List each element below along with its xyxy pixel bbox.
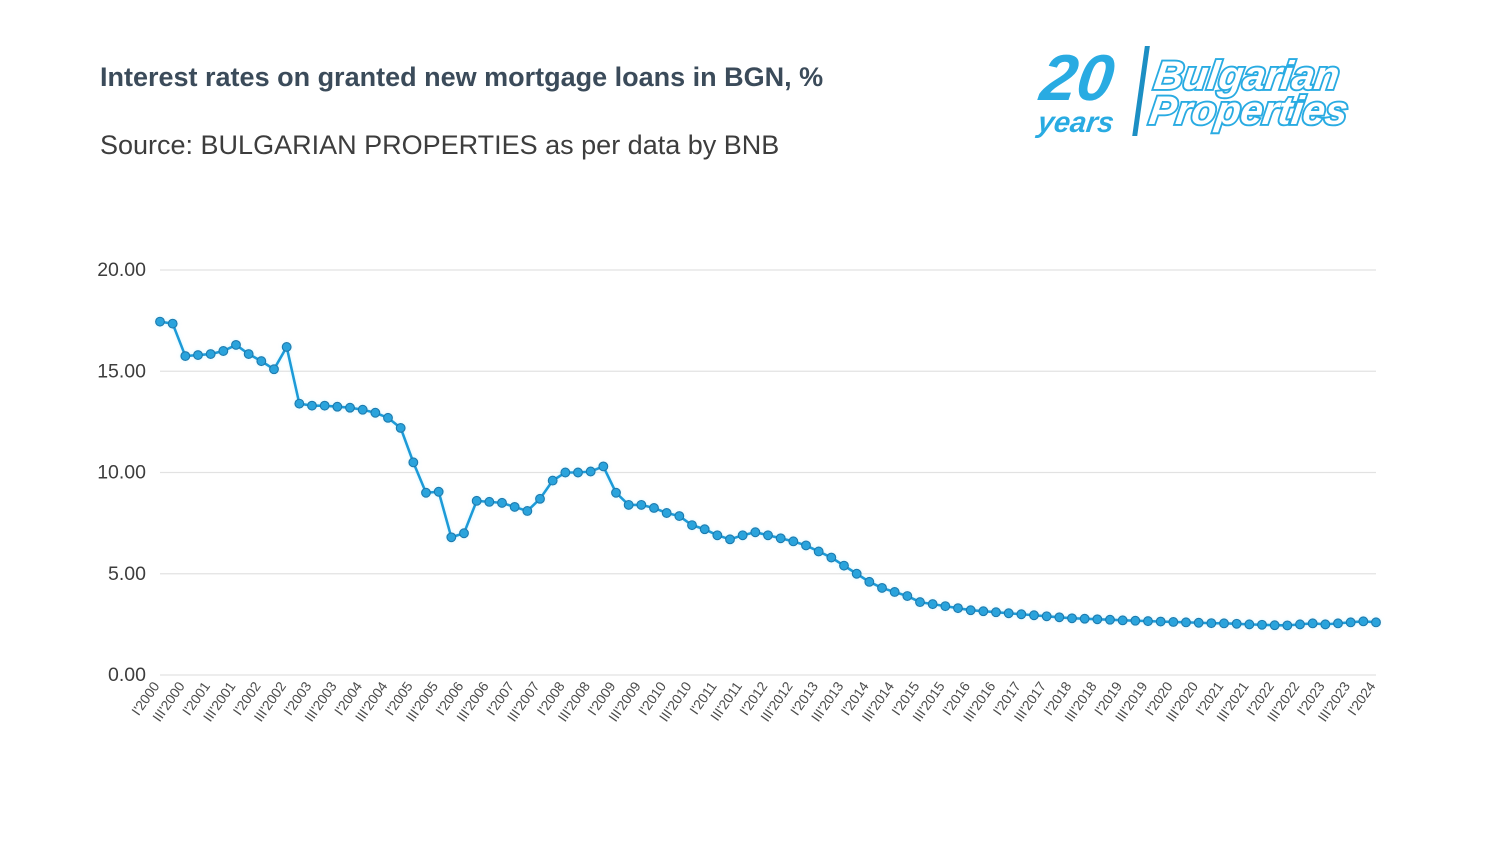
svg-text:0.00: 0.00 (108, 664, 146, 686)
svg-text:20: 20 (1034, 41, 1118, 114)
svg-text:20.00: 20.00 (97, 259, 146, 281)
svg-text:Properties: Properties (1147, 88, 1351, 133)
svg-text:5.00: 5.00 (108, 563, 146, 585)
svg-text:10.00: 10.00 (97, 462, 146, 484)
svg-text:years: years (1034, 107, 1116, 139)
svg-text:15.00: 15.00 (97, 360, 146, 382)
svg-text:I'2024: I'2024 (1345, 679, 1379, 718)
